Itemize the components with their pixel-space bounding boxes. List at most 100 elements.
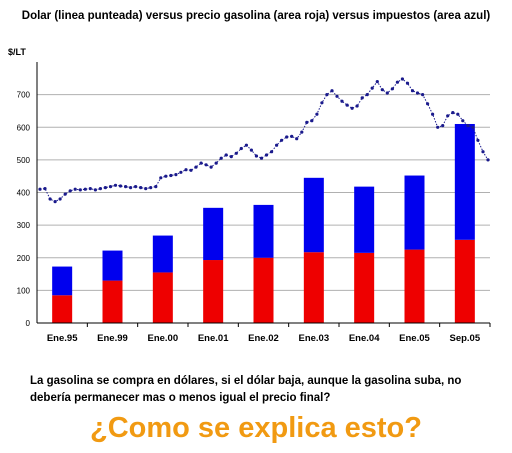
- dolar-point: [219, 156, 223, 160]
- dolar-point: [375, 80, 379, 84]
- y-tick-label: 500: [17, 156, 31, 165]
- dolar-point: [486, 158, 490, 162]
- dolar-point: [481, 150, 485, 154]
- dolar-point: [330, 89, 334, 93]
- dolar-point: [385, 91, 389, 95]
- dolar-point: [154, 185, 158, 189]
- dolar-point: [83, 187, 87, 191]
- dolar-point: [48, 197, 52, 201]
- dolar-point: [380, 88, 384, 92]
- dolar-point: [400, 77, 404, 81]
- dolar-point: [98, 187, 102, 191]
- dolar-point: [461, 119, 465, 123]
- dolar-point: [320, 101, 324, 105]
- dolar-point: [53, 200, 57, 204]
- x-category-label: Ene.00: [148, 333, 179, 344]
- dolar-point: [244, 143, 248, 147]
- dolar-point: [290, 134, 294, 138]
- y-tick-label: 600: [17, 123, 31, 132]
- dolar-point: [159, 176, 163, 180]
- dolar-point: [179, 170, 183, 174]
- dolar-point: [471, 125, 475, 129]
- dolar-point: [224, 153, 228, 157]
- x-category-label: Sep.05: [450, 333, 481, 344]
- dolar-point: [350, 106, 354, 110]
- dolar-point: [476, 138, 480, 142]
- x-category-label: Ene.99: [97, 333, 128, 344]
- dolar-point: [390, 87, 394, 91]
- y-tick-label: 300: [17, 221, 31, 230]
- dolar-point: [270, 150, 274, 154]
- dolar-point: [335, 94, 339, 98]
- dolar-point: [199, 161, 203, 165]
- dolar-point: [93, 188, 97, 192]
- y-tick-label: 400: [17, 189, 31, 198]
- question-text: ¿Como se explica esto?: [90, 412, 422, 444]
- dolar-point: [451, 111, 455, 115]
- dolar-point: [78, 188, 82, 192]
- dolar-point: [103, 186, 107, 190]
- dolar-point: [340, 99, 344, 103]
- x-category-label: Ene.05: [399, 333, 430, 344]
- dolar-point: [355, 104, 359, 108]
- dolar-point: [58, 197, 62, 201]
- dolar-point: [164, 174, 168, 178]
- bar-impuestos: [454, 123, 475, 240]
- dolar-point: [395, 80, 399, 84]
- y-axis-unit-label: $/LT: [8, 47, 26, 57]
- dolar-point: [239, 146, 243, 151]
- dolar-point: [360, 96, 364, 100]
- bar-impuestos: [152, 235, 173, 273]
- dolar-point: [275, 143, 279, 147]
- dolar-point: [169, 173, 173, 178]
- dolar-point: [249, 148, 253, 152]
- dolar-point: [139, 186, 143, 190]
- bar-gasolina: [102, 280, 123, 323]
- dolar-point: [129, 186, 133, 190]
- dolar-point: [149, 186, 153, 190]
- dolar-point: [204, 163, 208, 167]
- bar-impuestos: [203, 207, 224, 261]
- dolar-point: [466, 124, 470, 128]
- dolar-point: [234, 151, 238, 155]
- dolar-point: [134, 185, 138, 189]
- dolar-point: [113, 183, 118, 187]
- dolar-point: [325, 93, 329, 97]
- dolar-point: [315, 112, 319, 116]
- dolar-point: [426, 102, 430, 106]
- dolar-point: [410, 89, 415, 93]
- dolar-point: [184, 168, 188, 172]
- bar-gasolina: [454, 239, 475, 323]
- bar-gasolina: [152, 272, 173, 323]
- dolar-point: [264, 153, 269, 157]
- bar-gasolina: [303, 252, 324, 323]
- chart-title: Dolar (linea punteada) versus precio gas…: [21, 10, 491, 22]
- dolar-point: [254, 154, 258, 158]
- x-category-label: Ene.04: [349, 333, 380, 344]
- dolar-point: [295, 137, 299, 141]
- bar-impuestos: [354, 186, 375, 253]
- dolar-point: [285, 135, 289, 139]
- bar-impuestos: [52, 266, 73, 296]
- dolar-point: [345, 103, 349, 107]
- dolar-point: [214, 161, 218, 165]
- bar-impuestos: [253, 204, 274, 258]
- dolar-point: [405, 81, 410, 85]
- dolar-point: [124, 185, 128, 189]
- bar-impuestos: [404, 175, 425, 250]
- dolar-point: [108, 185, 113, 189]
- dolar-point: [280, 138, 284, 142]
- x-category-label: Ene.01: [198, 333, 229, 344]
- dolar-point: [421, 93, 425, 97]
- dolar-point: [456, 112, 460, 116]
- bar-gasolina: [354, 252, 375, 323]
- y-tick-label: 200: [17, 254, 31, 263]
- dolar-point: [174, 173, 178, 177]
- dolar-point: [63, 192, 67, 196]
- dolar-point: [370, 86, 374, 90]
- dolar-point: [415, 91, 420, 95]
- y-tick-label: 700: [17, 91, 31, 100]
- bar-impuestos: [102, 250, 123, 281]
- bar-gasolina: [52, 295, 73, 323]
- chart-area: $/LT 0 100 200 300 400 500 600 700 Ene.95 Ene.99 E…: [8, 47, 491, 344]
